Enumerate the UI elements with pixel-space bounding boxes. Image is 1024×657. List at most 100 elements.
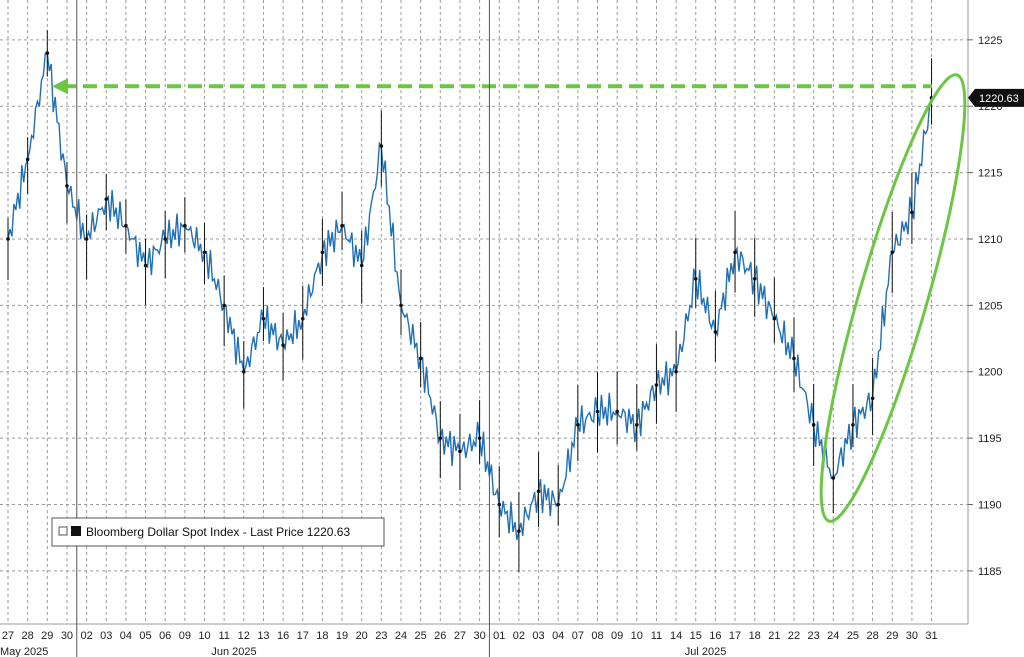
x-tick-label: 30 — [906, 630, 918, 642]
x-tick-label: 30 — [473, 630, 485, 642]
x-tick-label: 15 — [690, 630, 702, 642]
y-axis: 1185119011951200120512101215122012251220… — [967, 0, 1024, 624]
x-tick-label: 03 — [100, 630, 112, 642]
x-tick-label: 23 — [808, 630, 820, 642]
legend-label: Bloomberg Dollar Spot Index - Last Price… — [86, 525, 350, 539]
x-tick-label: 29 — [886, 630, 898, 642]
price-point — [870, 396, 875, 401]
x-tick-label: 16 — [277, 630, 289, 642]
x-tick-label: 17 — [729, 630, 741, 642]
x-tick-label: 27 — [454, 630, 466, 642]
price-point — [124, 223, 128, 228]
x-tick-label: 03 — [532, 630, 544, 642]
price-point — [772, 316, 777, 321]
price-point — [84, 237, 89, 241]
x-tick-label: 10 — [198, 630, 210, 642]
price-point — [458, 449, 462, 454]
price-point — [300, 316, 305, 321]
price-point — [340, 223, 344, 228]
price-point — [635, 423, 639, 427]
x-tick-label: 25 — [847, 630, 859, 642]
price-point — [792, 356, 796, 361]
x-tick-label: 19 — [336, 630, 348, 642]
x-tick-label: 13 — [257, 630, 269, 642]
x-tick-label: 11 — [218, 630, 229, 642]
x-tick-label: 01 — [493, 630, 505, 642]
price-point — [693, 277, 698, 281]
x-tick-label: 02 — [80, 630, 92, 642]
price-point — [399, 303, 403, 308]
price-point — [811, 423, 816, 427]
x-tick-label: 20 — [356, 630, 368, 642]
x-tick-label: 18 — [749, 630, 761, 642]
annotation-arrowhead-icon — [52, 78, 68, 95]
x-tick-label: 21 — [768, 630, 780, 642]
x-tick-label: 24 — [395, 630, 407, 642]
annotation-layer — [52, 73, 967, 523]
x-tick-label: 11 — [651, 630, 662, 642]
price-point — [418, 356, 423, 361]
x-tick-label: 04 — [120, 630, 132, 642]
x-tick-label: 30 — [61, 630, 73, 642]
x-tick-label: 04 — [552, 630, 564, 642]
annotation-ellipse — [819, 73, 967, 523]
x-tick-label: 14 — [670, 630, 682, 642]
x-tick-label: 08 — [591, 630, 603, 642]
price-point — [733, 250, 737, 255]
price-point — [497, 502, 502, 507]
x-tick-label: 17 — [297, 630, 309, 642]
x-tick-label: 09 — [179, 630, 191, 642]
x-tick-label: 26 — [434, 630, 446, 642]
price-point — [438, 436, 443, 440]
x-tick-label: 06 — [159, 630, 171, 642]
x-tick-label: 24 — [827, 630, 839, 642]
price-point — [910, 210, 914, 215]
x-tick-label: 07 — [572, 630, 584, 642]
price-point — [45, 51, 50, 55]
x-tick-label: 28 — [866, 630, 878, 642]
y-tick-label: 1215 — [978, 168, 1002, 180]
price-point — [143, 263, 148, 268]
y-tick-label: 1210 — [978, 234, 1002, 246]
price-point — [261, 316, 266, 321]
legend: Bloomberg Dollar Spot Index - Last Price… — [51, 517, 385, 547]
y-tick-label: 1185 — [978, 566, 1002, 578]
price-point — [595, 409, 600, 414]
price-point — [222, 303, 226, 308]
price-point — [379, 144, 384, 148]
price-point — [359, 263, 364, 268]
price-point — [713, 330, 718, 334]
x-tick-label: 22 — [788, 630, 800, 642]
price-point — [556, 502, 560, 507]
x-axis: 27 28 29 30 02 03 04 05 06 09 10 11 12 13 16 17 18 19 20 23… — [0, 0, 968, 657]
x-tick-label: 25 — [415, 630, 427, 642]
price-point — [890, 250, 895, 255]
price-line — [7, 52, 933, 540]
x-tick-label: 09 — [611, 630, 623, 642]
month-label: Jun 2025 — [211, 646, 256, 657]
price-point — [65, 184, 69, 188]
x-tick-label: 10 — [631, 630, 643, 642]
price-point — [25, 157, 30, 162]
price-point — [851, 423, 855, 427]
month-label: May 2025 — [0, 646, 48, 657]
price-point — [831, 476, 836, 480]
x-tick-label: 29 — [41, 630, 53, 642]
legend-swatch-outline-icon — [58, 526, 68, 536]
price-point — [6, 237, 10, 241]
y-tick-label: 1200 — [978, 367, 1002, 379]
x-tick-label: 18 — [316, 630, 328, 642]
price-point — [654, 383, 659, 387]
y-tick-label: 1225 — [978, 35, 1002, 47]
x-tick-label: 02 — [513, 630, 525, 642]
price-point — [320, 250, 325, 255]
price-point — [242, 369, 246, 374]
price-point — [536, 489, 541, 494]
x-tick-label: 16 — [709, 630, 721, 642]
price-point — [674, 369, 678, 374]
last-price-label: 1220.63 — [979, 93, 1019, 105]
series-layer — [6, 30, 934, 573]
y-tick-label: 1195 — [978, 433, 1002, 445]
price-point — [752, 277, 757, 281]
